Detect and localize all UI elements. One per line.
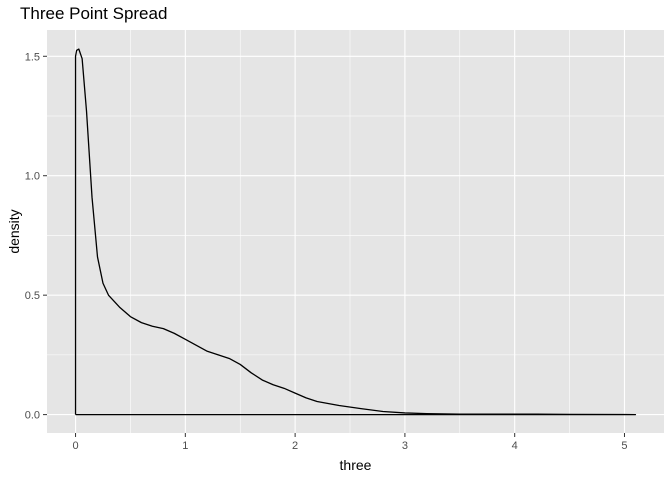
x-axis-title: three: [340, 457, 372, 473]
density-line-0: [74, 48, 637, 416]
y-tick-label: 0.0: [25, 410, 40, 422]
y-tick-label: 0.5: [25, 290, 40, 302]
y-tick-label: 1.5: [25, 51, 40, 63]
x-tick-label: 2: [292, 440, 298, 452]
x-tick-label: 0: [72, 440, 78, 452]
x-tick-label: 1: [182, 440, 188, 452]
plot-panel: [47, 30, 664, 433]
y-axis-title: density: [6, 209, 22, 253]
y-tick-label: 1.0: [25, 171, 40, 183]
x-tick-label: 3: [402, 440, 408, 452]
x-tick-label: 4: [512, 440, 518, 452]
x-tick-label: 5: [621, 440, 627, 452]
chart-title: Three Point Spread: [20, 4, 168, 23]
